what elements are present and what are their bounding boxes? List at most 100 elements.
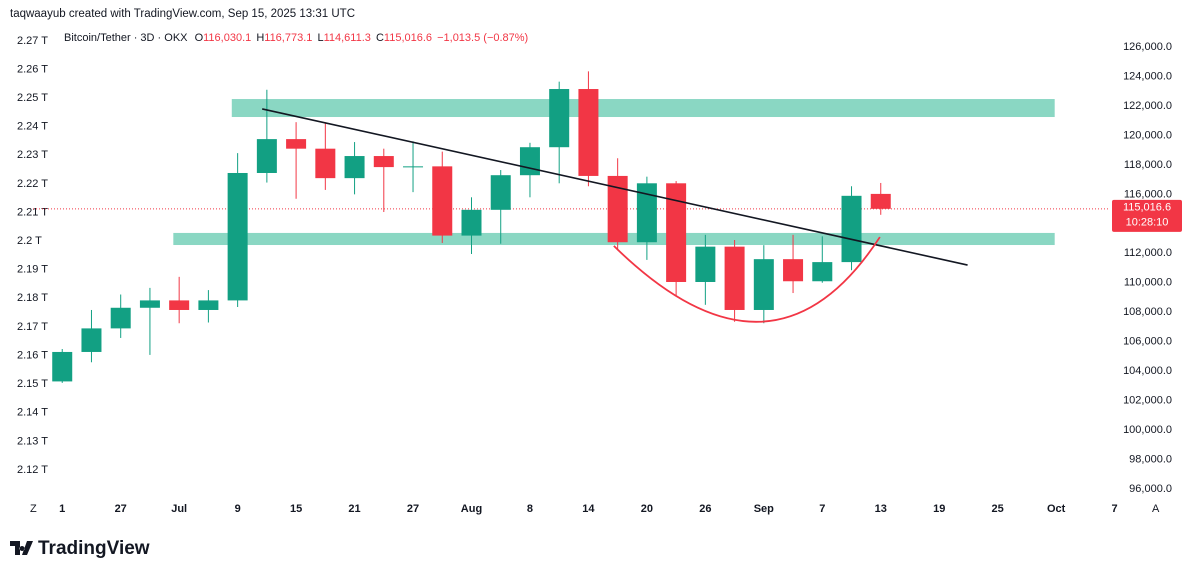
y2-tick-label: 2.19 T bbox=[17, 264, 48, 276]
symbol: Bitcoin/Tether · 3D · OKX bbox=[64, 32, 188, 44]
x-tick-label: 19 bbox=[933, 503, 945, 515]
change-percent: (−0.87%) bbox=[483, 32, 528, 44]
x-tick-label: 26 bbox=[699, 503, 711, 515]
x-tick-label: 27 bbox=[115, 503, 127, 515]
axis-button[interactable]: Z bbox=[30, 503, 37, 515]
candle-body bbox=[519, 147, 540, 176]
candle-body bbox=[753, 259, 774, 310]
candle-body bbox=[870, 193, 891, 209]
y2-tick-label: 2.2 T bbox=[17, 235, 42, 247]
candle-body bbox=[578, 89, 599, 176]
last-price-label: 115,016.6 bbox=[1123, 202, 1171, 214]
x-tick-label: 27 bbox=[407, 503, 419, 515]
candle-body bbox=[666, 183, 687, 282]
ohlc-key: L bbox=[317, 32, 323, 44]
y-tick-label: 116,000.0 bbox=[1124, 188, 1172, 200]
y2-tick-label: 2.14 T bbox=[17, 407, 48, 419]
x-tick-label: 14 bbox=[582, 503, 595, 515]
logo-icon bbox=[10, 541, 33, 555]
plot-area: 126,000.0 124,000.0 122,000.0 120,000.0 118,… bbox=[17, 35, 1182, 515]
ohlc-value: 116,773.1 bbox=[264, 32, 312, 44]
y2-tick-label: 2.18 T bbox=[17, 292, 48, 304]
y2-tick-label: 2.12 T bbox=[17, 464, 48, 476]
header: taqwaayub created with TradingView.com, … bbox=[10, 8, 355, 20]
y2-tick-label: 2.27 T bbox=[17, 35, 48, 47]
y-tick-label: 106,000.0 bbox=[1123, 336, 1172, 348]
candle-body bbox=[812, 262, 833, 282]
x-tick-label: 9 bbox=[235, 503, 241, 515]
y2-tick-label: 2.17 T bbox=[17, 321, 48, 333]
ohlc-value: 116,030.1 bbox=[203, 32, 251, 44]
y-tick-label: 112,000.0 bbox=[1124, 247, 1172, 259]
y-tick-label: 110,000.0 bbox=[1124, 277, 1172, 289]
candle-body bbox=[344, 156, 365, 179]
y-tick-label: 100,000.0 bbox=[1123, 424, 1172, 436]
x-tick-label: Aug bbox=[461, 503, 482, 515]
x-tick-label: Oct bbox=[1047, 503, 1066, 515]
ohlc-value: 114,611.3 bbox=[324, 32, 371, 44]
y2-tick-label: 2.24 T bbox=[17, 121, 48, 133]
y2-tick-label: 2.16 T bbox=[17, 349, 48, 361]
ohlc-key: C bbox=[376, 32, 384, 44]
candle-body bbox=[227, 172, 248, 301]
trendline bbox=[262, 108, 968, 266]
y-tick-label: 122,000.0 bbox=[1123, 100, 1172, 112]
candle-body bbox=[607, 175, 628, 243]
candle-body bbox=[724, 246, 745, 310]
ohlc-value: 115,016.6 bbox=[384, 32, 432, 44]
candle-body bbox=[461, 209, 482, 236]
candle-body bbox=[315, 148, 336, 179]
x-tick-label: 25 bbox=[992, 503, 1004, 515]
candle-body bbox=[783, 259, 804, 282]
y2-tick-label: 2.21 T bbox=[17, 206, 48, 218]
y-tick-label: 120,000.0 bbox=[1123, 129, 1172, 141]
candle-body bbox=[81, 328, 102, 352]
last-price-box bbox=[1112, 199, 1182, 232]
ohlc-key: O bbox=[195, 32, 204, 44]
candle-body bbox=[286, 139, 307, 149]
x-tick-label: 15 bbox=[290, 503, 302, 515]
y2-tick-label: 2.23 T bbox=[17, 149, 48, 161]
x-tick-label: 7 bbox=[1112, 503, 1118, 515]
y-tick-label: 124,000.0 bbox=[1123, 70, 1172, 82]
y-tick-label: 126,000.0 bbox=[1123, 41, 1172, 53]
legend: Bitcoin/Tether · 3D · OKX O116,030.1 H11… bbox=[64, 32, 528, 44]
ohlc-key: H bbox=[256, 32, 264, 44]
x-tick-label: 20 bbox=[641, 503, 653, 515]
y-tick-label: 104,000.0 bbox=[1123, 365, 1172, 377]
candle-body bbox=[549, 89, 570, 148]
candle-body bbox=[403, 166, 424, 168]
x-tick-label: 13 bbox=[875, 503, 887, 515]
y-tick-label: 96,000.0 bbox=[1129, 483, 1172, 495]
candle-body bbox=[695, 246, 716, 282]
y2-tick-label: 2.25 T bbox=[17, 92, 48, 104]
x-tick-label: 1 bbox=[59, 503, 65, 515]
x-tick-label: 7 bbox=[819, 503, 825, 515]
change: −1,013.5 bbox=[437, 32, 480, 44]
candle-body bbox=[256, 139, 277, 173]
y2-tick-label: 2.15 T bbox=[17, 378, 48, 390]
x-tick-label: Sep bbox=[754, 503, 774, 515]
y2-tick-label: 2.22 T bbox=[17, 178, 48, 190]
y2-tick-label: 2.13 T bbox=[17, 435, 48, 447]
countdown: 10:28:10 bbox=[1126, 217, 1169, 229]
axis-button[interactable]: A bbox=[1152, 503, 1160, 515]
y-tick-label: 108,000.0 bbox=[1123, 306, 1172, 318]
y2-tick-label: 2.26 T bbox=[17, 63, 48, 75]
candle-body bbox=[169, 300, 190, 310]
x-tick-label: 8 bbox=[527, 503, 533, 515]
x-tick-label: 21 bbox=[348, 503, 360, 515]
y-tick-label: 118,000.0 bbox=[1124, 159, 1172, 171]
logo-text: TradingView bbox=[38, 538, 150, 559]
candle-body bbox=[52, 351, 73, 382]
candle-body bbox=[841, 195, 862, 263]
cup-curve bbox=[613, 236, 881, 323]
logo: TradingView bbox=[10, 538, 150, 559]
y-tick-label: 102,000.0 bbox=[1123, 394, 1172, 406]
candle-body bbox=[110, 307, 131, 329]
candle-body bbox=[139, 300, 160, 308]
zone bbox=[231, 99, 1055, 118]
x-tick-label: Jul bbox=[171, 503, 187, 515]
